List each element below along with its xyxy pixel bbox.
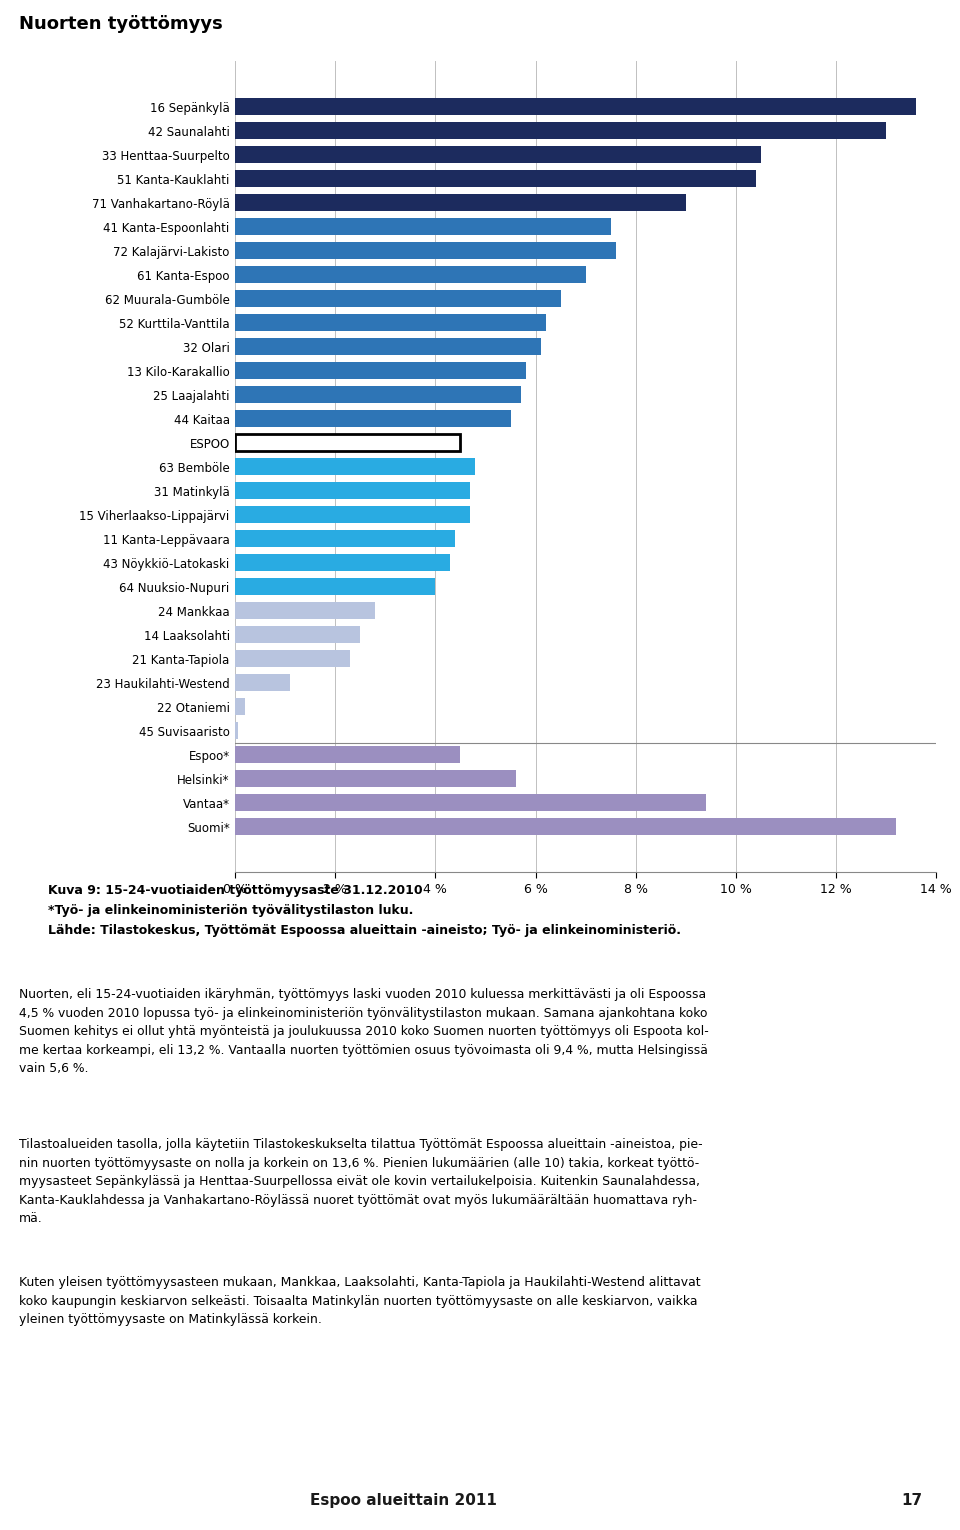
Bar — [235, 98, 916, 115]
Bar — [235, 650, 350, 667]
Bar — [235, 819, 896, 835]
Bar — [235, 145, 760, 164]
Text: Kuva 9: 15-24-vuotiaiden työttömyysaste 31.12.2010: Kuva 9: 15-24-vuotiaiden työttömyysaste … — [48, 884, 422, 897]
Text: Nuorten, eli 15-24-vuotiaiden ikäryhmän, työttömyys laski vuoden 2010 kuluessa m: Nuorten, eli 15-24-vuotiaiden ikäryhmän,… — [19, 988, 708, 1076]
Bar — [235, 435, 461, 451]
Text: Espoo alueittain 2011: Espoo alueittain 2011 — [310, 1493, 496, 1509]
Text: *Työ- ja elinkeinoministeriön työvälitystilaston luku.: *Työ- ja elinkeinoministeriön työvälitys… — [48, 904, 414, 916]
Bar — [235, 194, 685, 211]
Bar — [235, 554, 450, 571]
Text: Tilastoalueiden tasolla, jolla käytetiin Tilastokeskukselta tilattua Työttömät E: Tilastoalueiden tasolla, jolla käytetiin… — [19, 1138, 703, 1226]
Bar — [235, 578, 436, 595]
Bar — [235, 219, 611, 236]
Bar — [235, 482, 470, 499]
Bar — [235, 722, 238, 739]
Text: Kuten yleisen työttömyysasteen mukaan, Mankkaa, Laaksolahti, Kanta-Tapiola ja Ha: Kuten yleisen työttömyysasteen mukaan, M… — [19, 1276, 701, 1327]
Text: Lähde: Tilastokeskus, Työttömät Espoossa alueittain -aineisto; Työ- ja elinkeino: Lähde: Tilastokeskus, Työttömät Espoossa… — [48, 924, 681, 936]
Bar — [235, 770, 516, 788]
Bar — [235, 410, 511, 427]
Bar — [235, 626, 360, 643]
Bar — [235, 529, 455, 548]
Text: Nuorten työttömyys: Nuorten työttömyys — [19, 15, 223, 34]
Bar — [235, 170, 756, 187]
Bar — [235, 675, 290, 692]
Bar — [235, 386, 520, 404]
Bar — [235, 338, 540, 355]
Bar — [235, 457, 475, 476]
Bar — [235, 698, 245, 715]
Bar — [235, 266, 586, 283]
Bar — [235, 601, 375, 620]
Bar — [235, 314, 545, 332]
Bar — [235, 794, 706, 811]
Bar — [235, 363, 525, 379]
Bar — [235, 291, 561, 308]
Text: 17: 17 — [901, 1493, 923, 1509]
Bar — [235, 122, 886, 139]
Bar — [235, 506, 470, 523]
Bar — [235, 242, 615, 259]
Bar — [235, 747, 461, 763]
